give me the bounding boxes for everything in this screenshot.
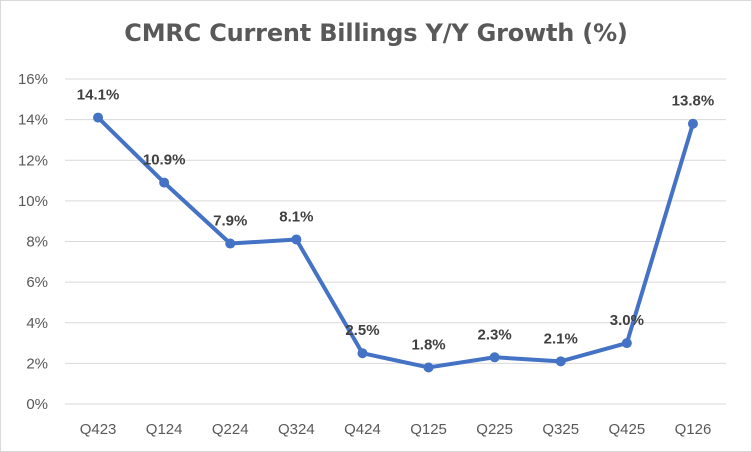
- x-tick-label: Q224: [212, 421, 249, 438]
- data-label: 1.8%: [411, 336, 445, 353]
- series-line: [96, 115, 695, 370]
- data-label: 7.9%: [213, 213, 247, 230]
- y-tick-label: 12%: [18, 152, 48, 169]
- y-tick-label: 16%: [18, 71, 48, 88]
- y-tick-label: 10%: [18, 193, 48, 210]
- y-tick-label: 8%: [26, 234, 48, 251]
- data-point: [225, 238, 236, 249]
- data-label: 2.5%: [345, 322, 379, 339]
- data-point: [93, 112, 104, 123]
- y-tick-label: 4%: [26, 315, 48, 332]
- data-label: 13.8%: [672, 93, 715, 110]
- x-tick-label: Q325: [542, 421, 579, 438]
- x-tick-label: Q425: [608, 421, 645, 438]
- data-label: 14.1%: [77, 87, 120, 104]
- data-point: [423, 362, 434, 373]
- data-label: 8.1%: [279, 208, 313, 225]
- data-point: [291, 234, 302, 245]
- data-point: [357, 348, 368, 359]
- x-tick-label: Q125: [410, 421, 447, 438]
- y-tick-label: 2%: [26, 355, 48, 372]
- data-point: [555, 356, 566, 367]
- data-label: 3.0%: [610, 312, 644, 329]
- chart-title: CMRC Current Billings Y/Y Growth (%): [124, 19, 628, 47]
- x-tick-label: Q423: [80, 421, 117, 438]
- x-tick-label: Q126: [675, 421, 712, 438]
- y-tick-label: 0%: [26, 396, 48, 413]
- data-point: [687, 118, 698, 129]
- data-point: [489, 352, 500, 363]
- y-tick-label: 6%: [26, 274, 48, 291]
- data-label: 10.9%: [143, 152, 186, 169]
- data-point: [159, 177, 170, 188]
- y-tick-label: 14%: [18, 112, 48, 129]
- x-tick-label: Q225: [476, 421, 513, 438]
- data-point: [621, 338, 632, 349]
- data-label: 2.3%: [478, 326, 512, 343]
- x-tick-label: Q324: [278, 421, 315, 438]
- data-label: 2.1%: [544, 330, 578, 347]
- x-tick-label: Q124: [146, 421, 183, 438]
- x-tick-label: Q424: [344, 421, 381, 438]
